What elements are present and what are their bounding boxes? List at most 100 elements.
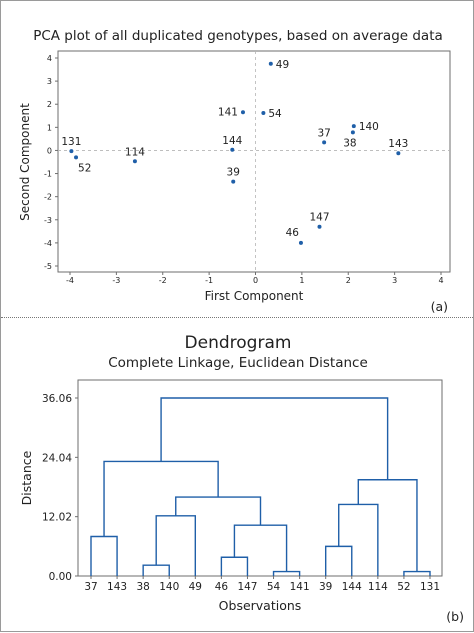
- pca-y-tick-label: 4: [47, 54, 52, 63]
- dendrogram-links: [90, 397, 431, 576]
- pca-y-tick-label: 2: [47, 100, 52, 109]
- pca-point-39: [231, 179, 236, 184]
- pca-y-tick-label: -5: [44, 262, 52, 271]
- dendrogram-link-m6: [233, 524, 288, 572]
- pca-point-141: [240, 110, 245, 115]
- dendrogram-leaf-label-39: 39: [319, 581, 332, 593]
- pca-x-axis-label: First Component: [205, 289, 304, 303]
- pca-point-140: [351, 124, 356, 129]
- dendrogram-leaf-label-141: 141: [290, 581, 310, 593]
- pca-point-label-131: 131: [61, 136, 81, 148]
- pca-point-144: [230, 147, 235, 152]
- pca-point-143: [396, 151, 401, 156]
- dendrogram-y-tick-label: 0.00: [49, 571, 72, 583]
- pca-point-label-37: 37: [317, 127, 330, 139]
- pca-y-tick-label: -3: [44, 216, 52, 225]
- pca-point-49: [268, 61, 273, 66]
- dendrogram-y-axis-label: Distance: [19, 450, 34, 505]
- pca-x-tick-label: -4: [66, 276, 74, 285]
- dendrogram-link-m9: [324, 545, 353, 576]
- pca-panel: PCA plot of all duplicated genotypes, ba…: [18, 28, 451, 314]
- dendrogram-link-m7: [175, 496, 262, 526]
- pca-x-tick-label: 1: [299, 276, 304, 285]
- pca-point-52: [74, 155, 79, 160]
- dendrogram-y-tick-label: 12.02: [42, 512, 72, 524]
- dendrogram-link-m10: [338, 503, 379, 576]
- pca-point-54: [261, 111, 266, 116]
- dendrogram-leaf-label-38: 38: [136, 581, 149, 593]
- dendrogram-leaf-label-144: 144: [342, 581, 362, 593]
- pca-point-37: [322, 140, 327, 145]
- pca-point-label-114: 114: [125, 146, 145, 158]
- pca-x-tick-label: 2: [346, 276, 351, 285]
- dendrogram-link-m13: [160, 397, 389, 480]
- pca-point-38: [350, 130, 355, 135]
- pca-point-label-144: 144: [222, 135, 242, 147]
- dendrogram-leaf-label-131: 131: [420, 581, 440, 593]
- dendrogram-plot-frame: [77, 379, 443, 577]
- pca-y-axis-label: Second Component: [18, 103, 32, 221]
- pca-plot-frame: [57, 50, 451, 273]
- pca-title: PCA plot of all duplicated genotypes, ba…: [33, 28, 443, 44]
- pca-point-label-143: 143: [388, 138, 408, 150]
- dendrogram-leaf-label-37: 37: [84, 581, 97, 593]
- pca-point-label-147: 147: [309, 212, 329, 224]
- dendrogram-y-tick-label: 36.06: [42, 393, 72, 405]
- panel-divider: [1, 317, 474, 318]
- pca-point-label-39: 39: [227, 167, 240, 179]
- pca-x-tick-label: -2: [159, 276, 167, 285]
- dendrogram-link-m5: [272, 570, 301, 576]
- dendrogram-leaf-label-54: 54: [267, 581, 281, 593]
- pca-x-tick-label: -1: [205, 276, 213, 285]
- dendrogram-link-m2: [142, 564, 170, 576]
- pca-point-114: [132, 159, 137, 164]
- pca-y-axis: 4 3 2 1 0 -1 -2 -3 -4 -5: [44, 54, 58, 271]
- pca-point-label-46: 46: [286, 227, 300, 239]
- dendrogram-link-m8: [103, 460, 219, 537]
- pca-point-label-54: 54: [268, 108, 282, 120]
- dendrogram-x-axis: 37 143 38 140 49 46 147 54 141 39 144 114 52 131: [84, 576, 440, 593]
- dendrogram-link-m12: [357, 479, 418, 572]
- pca-panel-label: (a): [431, 299, 448, 314]
- dendrogram-panel-label: (b): [446, 609, 464, 624]
- pca-point-46: [298, 240, 303, 245]
- pca-y-tick-label: -1: [44, 170, 52, 179]
- dendrogram-leaf-label-147: 147: [237, 581, 257, 593]
- dendrogram-leaf-label-52: 52: [397, 581, 410, 593]
- pca-point-label-49: 49: [276, 59, 289, 71]
- pca-y-tick-label: 3: [47, 77, 52, 86]
- dendrogram-link-m4: [220, 556, 249, 576]
- pca-point-147: [317, 224, 322, 229]
- pca-x-tick-label: -3: [112, 276, 120, 285]
- pca-point-131: [69, 149, 74, 154]
- pca-y-tick-label: 0: [47, 146, 52, 155]
- pca-x-tick-label: 4: [438, 276, 443, 285]
- dendrogram-title: Dendrogram: [185, 333, 292, 353]
- dendrogram-leaf-label-140: 140: [159, 581, 179, 593]
- dendrogram-x-axis-label: Observations: [219, 598, 302, 613]
- pca-x-tick-label: 3: [392, 276, 397, 285]
- dendrogram-leaf-label-49: 49: [189, 581, 202, 593]
- dendrogram-y-tick-label: 24.04: [42, 452, 72, 464]
- pca-reference-lines: [58, 51, 450, 272]
- pca-x-tick-label: 0: [253, 276, 258, 285]
- pca-point-label-141: 141: [218, 106, 238, 118]
- dendrogram-panel: Dendrogram Complete Linkage, Euclidean D…: [19, 333, 464, 624]
- dendrogram-link-m11: [403, 570, 431, 576]
- dendrogram-y-axis: 0.00 12.02 24.04 36.06: [42, 393, 78, 583]
- dendrogram-leaf-label-143: 143: [107, 581, 127, 593]
- pca-y-tick-label: -4: [44, 239, 52, 248]
- pca-point-label-140: 140: [359, 121, 379, 133]
- pca-y-tick-label: -2: [44, 193, 52, 202]
- pca-y-tick-label: 1: [47, 123, 52, 132]
- dendrogram-link-m3: [155, 515, 197, 576]
- dendrogram-leaf-label-114: 114: [368, 581, 388, 593]
- pca-point-label-38: 38: [343, 137, 356, 149]
- dendrogram-leaf-label-46: 46: [215, 581, 229, 593]
- pca-point-label-52: 52: [78, 162, 91, 174]
- dendrogram-subtitle: Complete Linkage, Euclidean Distance: [108, 355, 368, 371]
- pca-x-axis: -4 -3 -2 -1 0 1 2 3 4: [66, 272, 444, 285]
